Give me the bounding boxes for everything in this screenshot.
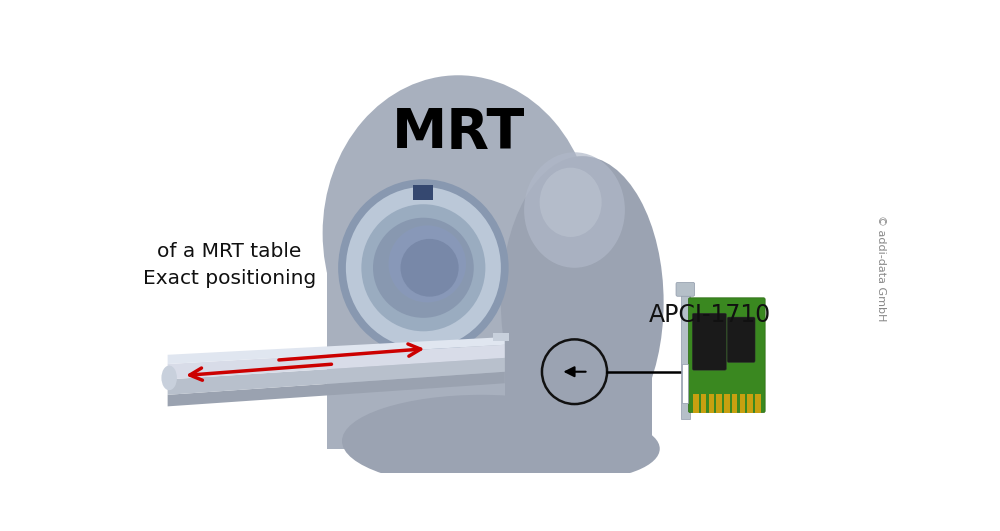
- Ellipse shape: [501, 156, 664, 449]
- Polygon shape: [168, 372, 505, 406]
- FancyBboxPatch shape: [727, 317, 755, 363]
- Text: of a MRT table: of a MRT table: [157, 242, 302, 261]
- Polygon shape: [326, 218, 590, 449]
- FancyBboxPatch shape: [688, 298, 765, 413]
- Ellipse shape: [401, 239, 459, 297]
- Bar: [693, 394, 698, 413]
- Ellipse shape: [346, 187, 501, 349]
- Ellipse shape: [361, 204, 485, 331]
- Polygon shape: [505, 279, 652, 457]
- Polygon shape: [168, 337, 505, 364]
- FancyBboxPatch shape: [676, 282, 695, 296]
- Text: MRT: MRT: [392, 106, 525, 160]
- Text: APCI-1710: APCI-1710: [649, 303, 771, 327]
- Polygon shape: [168, 358, 505, 395]
- Ellipse shape: [373, 218, 474, 318]
- Bar: [709, 394, 714, 413]
- Bar: [755, 394, 761, 413]
- Bar: [682, 364, 688, 402]
- Ellipse shape: [524, 152, 625, 268]
- FancyBboxPatch shape: [692, 313, 726, 370]
- Ellipse shape: [342, 395, 621, 487]
- Ellipse shape: [505, 418, 660, 479]
- Text: © addi-data GmbH: © addi-data GmbH: [876, 215, 886, 321]
- Ellipse shape: [323, 75, 594, 391]
- Bar: [740, 394, 745, 413]
- Bar: [716, 394, 722, 413]
- Bar: [681, 293, 690, 419]
- Bar: [747, 394, 753, 413]
- Bar: [413, 185, 433, 200]
- Ellipse shape: [338, 179, 509, 356]
- Text: Exact positioning: Exact positioning: [143, 269, 316, 288]
- Polygon shape: [493, 333, 509, 341]
- Polygon shape: [168, 345, 505, 380]
- Bar: [724, 394, 730, 413]
- Bar: [732, 394, 737, 413]
- Ellipse shape: [388, 226, 466, 303]
- Ellipse shape: [161, 365, 177, 390]
- Ellipse shape: [540, 168, 602, 237]
- Bar: [701, 394, 706, 413]
